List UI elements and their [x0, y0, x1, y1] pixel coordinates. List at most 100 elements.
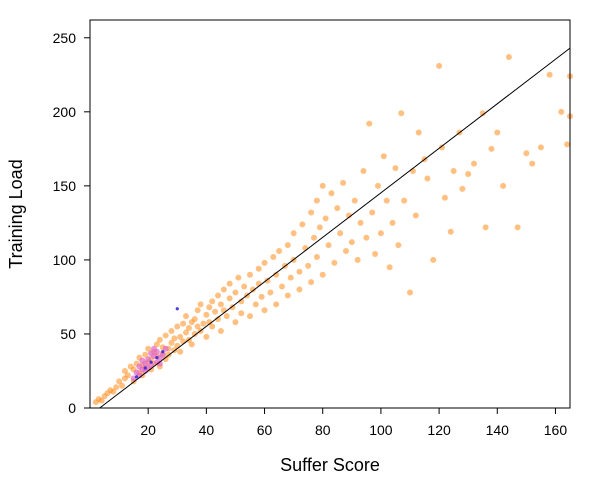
data-point	[345, 212, 352, 219]
data-point	[441, 194, 448, 201]
data-point	[392, 165, 399, 172]
data-point	[241, 283, 248, 290]
data-point	[284, 242, 291, 249]
data-point	[447, 228, 454, 235]
y-tick-label: 100	[53, 252, 77, 268]
data-point	[183, 313, 189, 320]
data-point	[415, 129, 422, 136]
x-tick-label: 100	[369, 422, 393, 438]
data-point	[264, 277, 271, 284]
data-point	[514, 224, 521, 231]
data-point	[162, 356, 169, 363]
data-point	[200, 320, 207, 327]
y-axis-title: Training Load	[6, 159, 26, 268]
data-point	[459, 185, 466, 192]
x-axis: 20 40 60 80 100 120 140 160	[140, 408, 567, 438]
data-point	[203, 333, 210, 340]
data-point	[316, 224, 323, 231]
data-point	[180, 338, 187, 345]
data-point	[270, 253, 277, 260]
data-point	[276, 248, 283, 255]
data-point	[212, 308, 219, 315]
data-point	[215, 292, 221, 299]
data-point	[235, 274, 242, 281]
data-point	[142, 351, 149, 358]
data-point	[217, 301, 224, 308]
x-axis-title: Suffer Score	[280, 455, 380, 475]
data-point	[287, 274, 294, 281]
data-point	[319, 182, 326, 189]
x-tick-label: 80	[315, 422, 331, 438]
data-point	[188, 341, 195, 348]
data-point	[149, 360, 153, 364]
data-point	[290, 230, 297, 237]
x-tick-label: 160	[544, 422, 568, 438]
data-point	[313, 197, 320, 204]
data-point	[407, 289, 413, 296]
data-point	[537, 144, 544, 151]
data-point	[153, 341, 160, 348]
data-point	[261, 259, 268, 266]
data-point	[412, 212, 419, 219]
data-point	[305, 262, 312, 269]
data-point	[401, 197, 408, 204]
data-point	[134, 375, 139, 379]
data-point	[505, 54, 512, 61]
data-point	[331, 259, 338, 266]
data-point	[209, 323, 216, 330]
data-point	[529, 160, 536, 167]
data-point	[249, 286, 256, 293]
data-point	[185, 325, 192, 332]
data-point	[226, 280, 233, 287]
data-point	[175, 307, 179, 311]
data-point	[180, 320, 187, 327]
plot-frame	[89, 19, 571, 409]
data-point	[372, 250, 379, 257]
data-point	[389, 219, 396, 226]
data-point	[209, 298, 216, 305]
data-point	[217, 327, 224, 334]
data-point	[116, 378, 123, 385]
data-point	[273, 271, 280, 278]
data-point	[450, 168, 457, 175]
data-point	[383, 197, 390, 204]
data-point	[299, 221, 306, 228]
data-point	[162, 345, 169, 352]
data-point	[377, 230, 384, 237]
data-point	[337, 230, 344, 237]
data-point	[564, 141, 571, 148]
data-point	[215, 316, 221, 323]
data-point	[238, 298, 245, 305]
data-point	[296, 268, 303, 275]
x-tick-label: 140	[486, 422, 510, 438]
data-point	[177, 348, 184, 355]
data-point	[308, 209, 315, 216]
data-point	[322, 215, 329, 222]
data-point	[296, 286, 303, 293]
data-point	[121, 367, 128, 374]
data-point	[340, 179, 347, 186]
data-point	[145, 345, 152, 352]
x-tick-label: 40	[199, 422, 215, 438]
data-point	[171, 335, 178, 342]
data-point	[308, 279, 315, 286]
data-point	[439, 144, 445, 151]
data-point	[119, 382, 125, 389]
data-point	[436, 62, 443, 69]
data-point	[398, 110, 405, 117]
y-tick-label: 150	[53, 178, 77, 194]
data-point	[145, 356, 152, 363]
data-point	[162, 332, 169, 339]
data-point	[471, 160, 477, 167]
data-point	[151, 345, 157, 352]
data-point	[523, 150, 530, 157]
data-point	[226, 295, 233, 302]
data-point	[255, 265, 262, 272]
data-point	[357, 219, 364, 226]
data-point	[168, 339, 175, 346]
data-point	[424, 175, 431, 182]
x-tick-label: 120	[427, 422, 451, 438]
y-tick-label: 0	[68, 400, 76, 416]
data-point	[113, 384, 120, 391]
points-layer	[92, 54, 573, 406]
